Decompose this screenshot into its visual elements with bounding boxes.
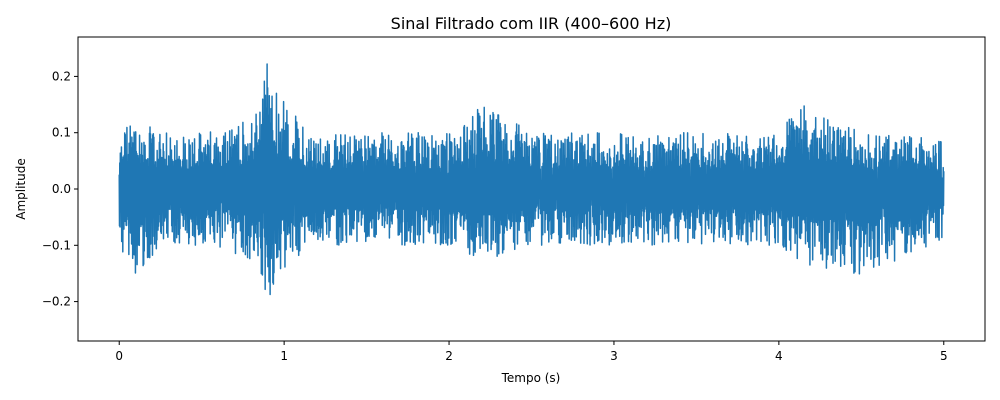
- plot-area: [77, 36, 986, 342]
- x-tick-label: 1: [280, 349, 288, 363]
- signal-line: [118, 63, 945, 296]
- y-tick-label: 0.2: [52, 69, 71, 83]
- x-tick-label: 5: [940, 349, 948, 363]
- y-tick-label: −0.2: [42, 295, 71, 309]
- series-layer: [118, 63, 945, 296]
- y-tick-label: 0.1: [52, 126, 71, 140]
- x-tick-label: 2: [445, 349, 453, 363]
- y-tick-label: −0.1: [42, 238, 71, 252]
- x-tick-label: 0: [115, 349, 123, 363]
- x-tick-label: 3: [610, 349, 618, 363]
- chart-title: Sinal Filtrado com IIR (400–600 Hz): [391, 14, 672, 33]
- x-tick-label: 4: [775, 349, 783, 363]
- x-axis: 0 1 2 3 4 5: [115, 341, 948, 363]
- y-axis-label: Amplitude: [14, 158, 28, 220]
- y-axis: −0.2 −0.1 0.0 0.1 0.2: [42, 69, 78, 309]
- y-tick-label: 0.0: [52, 182, 71, 196]
- x-axis-label: Tempo (s): [501, 371, 561, 385]
